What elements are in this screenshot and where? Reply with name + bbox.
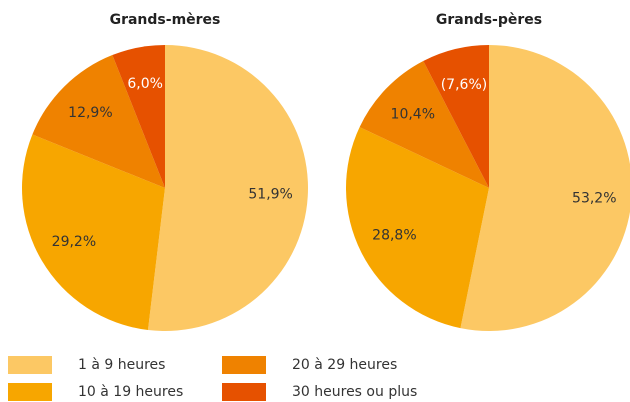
pie-slice bbox=[346, 127, 489, 329]
data-label: 10,4% bbox=[391, 107, 435, 123]
pie-slice bbox=[460, 45, 630, 331]
pie-slice bbox=[423, 45, 489, 188]
legend-swatch bbox=[8, 356, 52, 374]
pie-title: Grands-pères bbox=[436, 12, 542, 28]
data-label: 53,2% bbox=[572, 191, 616, 207]
pie-slice bbox=[359, 60, 489, 188]
pie-title: Grands-mères bbox=[110, 12, 221, 28]
data-label: 6,0% bbox=[127, 76, 163, 92]
legend-swatch bbox=[222, 356, 266, 374]
legend-label: 30 heures ou plus bbox=[292, 384, 417, 400]
legend-label: 20 à 29 heures bbox=[292, 357, 397, 373]
pie-slice bbox=[32, 55, 166, 188]
pie-slice bbox=[21, 134, 165, 330]
legend-swatch bbox=[222, 383, 266, 401]
legend-swatch bbox=[8, 383, 52, 401]
legend-label: 10 à 19 heures bbox=[78, 384, 183, 400]
data-label: 12,9% bbox=[68, 105, 112, 121]
pie-slice bbox=[147, 45, 309, 331]
data-label: 29,2% bbox=[52, 234, 96, 250]
data-label: (7,6%) bbox=[441, 77, 488, 93]
data-label: 28,8% bbox=[372, 227, 416, 243]
pie-slice bbox=[112, 45, 165, 188]
legend-label: 1 à 9 heures bbox=[78, 357, 165, 373]
data-label: 51,9% bbox=[248, 186, 292, 202]
